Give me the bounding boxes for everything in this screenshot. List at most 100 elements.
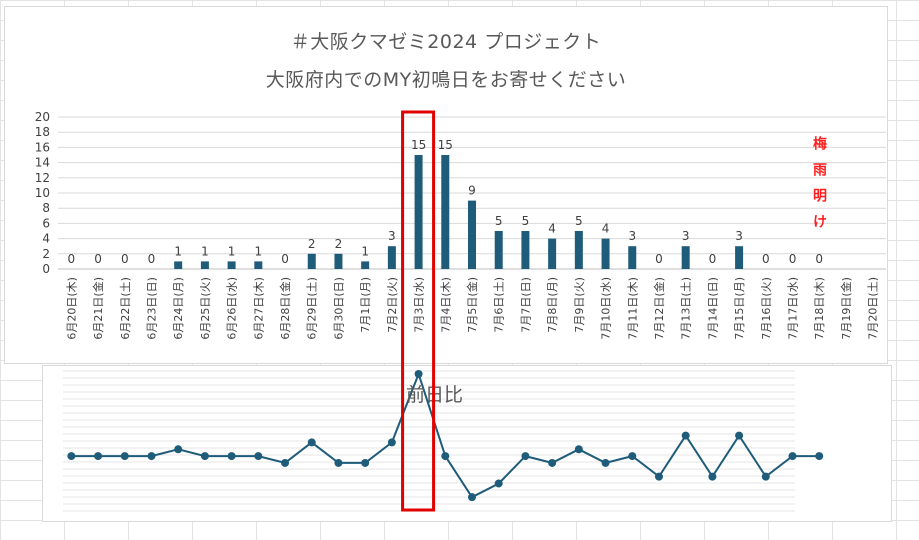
y-tick-label: 8 — [42, 201, 50, 215]
y-tick-label: 18 — [35, 125, 50, 139]
line-point — [468, 493, 476, 502]
bar-chart: 0246810121416182006月20日(木)06月21日(金)06月22… — [35, 110, 886, 340]
line-point — [174, 445, 183, 454]
line-point — [494, 479, 503, 488]
x-tick-label: 6月25日(火) — [199, 277, 212, 340]
bar — [200, 261, 209, 269]
data-label: 1 — [255, 244, 263, 258]
data-label: 4 — [602, 222, 610, 236]
bar — [735, 246, 744, 269]
data-label: 15 — [438, 138, 453, 152]
y-tick-label: 4 — [42, 232, 50, 246]
x-tick-label: 7月18日(木) — [813, 277, 826, 340]
line-point — [414, 370, 423, 378]
data-label: 5 — [575, 214, 583, 228]
line-point — [654, 472, 663, 481]
y-tick-label: 16 — [35, 140, 50, 154]
data-label: 0 — [789, 252, 797, 266]
bar — [521, 231, 530, 269]
x-tick-label: 7月20日(土) — [867, 277, 880, 340]
top-chart-container[interactable]: ＃大阪クマゼミ2024 プロジェクト 大阪府内でのMY初鳴日をお寄せください 0… — [4, 6, 888, 364]
x-tick-label: 6月26日(水) — [226, 277, 239, 340]
data-label: 5 — [495, 214, 503, 228]
x-tick-label: 7月19日(金) — [839, 277, 853, 340]
x-tick-label: 7月6日(土) — [493, 277, 506, 333]
line-point — [441, 452, 450, 461]
y-tick-label: 6 — [42, 216, 50, 230]
line-point — [94, 452, 103, 461]
x-tick-label: 6月20日(木) — [65, 277, 78, 340]
line-point — [281, 458, 290, 467]
y-tick-label: 20 — [35, 110, 50, 124]
data-label: 0 — [815, 252, 823, 266]
data-label: 0 — [121, 252, 129, 266]
data-label: 3 — [628, 229, 636, 243]
x-tick-label: 7月7日(日) — [519, 277, 532, 333]
data-label: 5 — [522, 214, 530, 228]
bar — [628, 246, 637, 269]
bar — [387, 246, 396, 269]
line-chart-title: 前日比 — [406, 384, 464, 406]
x-tick-label: 7月14日(日) — [706, 277, 719, 340]
line-point — [601, 458, 610, 467]
line-point — [761, 472, 770, 481]
data-label: 0 — [94, 252, 102, 266]
x-tick-label: 6月30日(日) — [332, 277, 345, 340]
bar — [174, 261, 183, 269]
line-point — [67, 452, 76, 461]
bar — [601, 238, 610, 269]
data-label: 0 — [281, 252, 289, 266]
x-tick-label: 6月24日(月) — [172, 277, 185, 340]
x-tick-label: 7月2日(火) — [386, 277, 399, 333]
x-tick-label: 7月4日(木) — [439, 277, 452, 333]
x-tick-label: 7月11日(木) — [626, 277, 639, 340]
data-label: 0 — [68, 252, 76, 266]
bar — [441, 155, 450, 269]
data-label: 1 — [228, 244, 236, 258]
bar — [414, 155, 423, 269]
line-point — [548, 458, 557, 467]
line-point — [307, 438, 316, 447]
data-label: 1 — [174, 244, 182, 258]
data-label: 1 — [361, 244, 369, 258]
y-tick-label: 12 — [35, 171, 50, 185]
x-tick-label: 7月13日(土) — [680, 277, 693, 340]
x-tick-label: 6月28日(金) — [278, 277, 292, 340]
bar — [307, 253, 316, 269]
chart-title-line2: 大阪府内でのMY初鳴日をお寄せください — [265, 69, 627, 91]
x-tick-label: 7月10日(水) — [600, 277, 613, 340]
chart-title-line1: ＃大阪クマゼミ2024 プロジェクト — [290, 31, 602, 53]
line-point — [521, 452, 530, 461]
data-label: 15 — [411, 138, 426, 152]
line-point — [628, 452, 637, 461]
line-point — [735, 431, 744, 440]
y-tick-label: 10 — [35, 186, 50, 200]
line-point — [788, 452, 797, 461]
bar — [227, 261, 236, 269]
line-point — [227, 452, 236, 461]
bar — [681, 246, 690, 269]
data-label: 2 — [308, 237, 316, 251]
x-tick-label: 7月17日(水) — [787, 277, 800, 340]
x-tick-label: 6月27日(木) — [252, 277, 265, 340]
x-tick-label: 7月8日(月) — [546, 277, 559, 333]
line-point — [147, 452, 156, 461]
data-label: 9 — [468, 184, 476, 198]
x-tick-label: 6月29日(土) — [306, 277, 319, 340]
bar — [334, 253, 343, 269]
data-label: 3 — [682, 229, 690, 243]
data-label: 1 — [201, 244, 209, 258]
data-label: 3 — [735, 229, 743, 243]
y-tick-label: 0 — [42, 262, 50, 276]
x-tick-label: 7月12日(金) — [652, 277, 666, 340]
x-tick-label: 7月5日(金) — [465, 277, 479, 333]
bar — [468, 200, 476, 269]
data-label: 0 — [709, 252, 717, 266]
x-tick-label: 7月16日(火) — [760, 277, 773, 340]
line-point — [361, 458, 370, 467]
rainy-season-end-annotation: 梅雨明け — [811, 136, 827, 240]
bottom-chart-container[interactable]: 前日比 — [42, 365, 892, 522]
x-tick-label: 6月21日(金) — [91, 277, 105, 340]
line-point — [574, 445, 583, 454]
bar — [574, 231, 583, 269]
